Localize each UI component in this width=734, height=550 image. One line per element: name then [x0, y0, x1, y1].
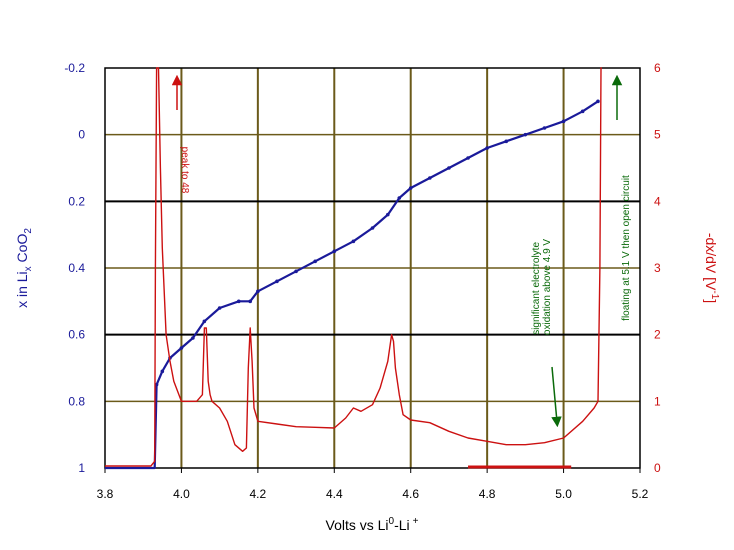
floating-annotation: floating at 5.1 V then open circuit	[621, 175, 632, 321]
grid	[105, 68, 640, 468]
composition-point	[447, 166, 451, 170]
y-left-tick-label: 0.2	[68, 194, 85, 208]
y-left-tick-label: 0	[78, 128, 85, 142]
x-axis-label: Volts vs Li0-Li +	[326, 516, 419, 533]
composition-point	[370, 226, 375, 230]
y-right-tick-label: 0	[654, 461, 661, 475]
y-axis-right-label: -dx/dV [V-1]	[703, 233, 720, 303]
y-left-tick-label: -0.2	[64, 61, 85, 75]
x-tick-label: 5.0	[555, 487, 572, 501]
y-axis-left-label: x in Lix CoO2	[14, 228, 34, 308]
y-right-tick-label: 5	[654, 128, 661, 142]
y-right-tick-label: 4	[654, 194, 661, 208]
y-left-tick-label: 1	[78, 461, 85, 475]
ticks: 3.8 4.0 4.2 4.4 4.6 4.8 5.0 5.2 -0.2 0 0.2 0.4 0.6 0.…	[64, 61, 661, 501]
composition-point	[256, 289, 260, 294]
composition-point	[248, 299, 253, 304]
composition-point	[179, 346, 184, 350]
x-tick-label: 5.2	[632, 487, 649, 501]
y-right-tick-label: 6	[654, 61, 661, 75]
composition-point	[428, 176, 432, 180]
series-group	[105, 67, 602, 470]
composition-point	[466, 156, 470, 160]
composition-point	[542, 126, 547, 130]
x-tick-label: 4.0	[173, 487, 190, 501]
composition-curve	[105, 100, 599, 470]
y-left-tick-label: 0.4	[68, 261, 85, 275]
composition-point	[294, 269, 298, 274]
composition-point	[485, 146, 489, 150]
composition-point	[561, 119, 566, 124]
composition-point	[160, 369, 165, 374]
y-left-tick-label: 0.6	[68, 328, 85, 342]
composition-point	[596, 99, 600, 104]
x-tick-label: 4.2	[250, 487, 267, 501]
composition-point	[523, 132, 528, 137]
composition-point	[217, 306, 222, 310]
composition-point	[351, 239, 356, 244]
x-tick-label: 3.8	[97, 487, 114, 501]
composition-point	[580, 109, 585, 114]
composition-point	[385, 212, 390, 217]
composition-point	[236, 299, 241, 304]
y-left-tick-label: 0.8	[68, 394, 85, 408]
y-right-tick-label: 1	[654, 394, 661, 408]
x-tick-label: 4.8	[479, 487, 496, 501]
plot-frame	[104, 67, 641, 469]
x-tick-label: 4.4	[326, 487, 343, 501]
y-right-tick-label: 3	[654, 261, 661, 275]
electrolyte-annotation: significant electrolyte oxidation above …	[531, 239, 553, 336]
electrolyte-arrow	[551, 366, 562, 428]
annotations	[171, 74, 623, 469]
composition-point	[275, 279, 279, 284]
composition-point	[191, 336, 195, 340]
composition-point	[154, 382, 159, 387]
composition-point	[202, 319, 207, 324]
composition-point	[313, 259, 317, 264]
composition-point	[408, 186, 413, 190]
composition-point	[332, 249, 337, 254]
derivative-curve	[105, 67, 602, 467]
y-right-tick-label: 2	[654, 328, 661, 342]
composition-point	[397, 196, 402, 200]
composition-point	[504, 139, 509, 144]
peak-annotation: peak to 48	[179, 147, 190, 194]
x-tick-label: 4.6	[402, 487, 419, 501]
